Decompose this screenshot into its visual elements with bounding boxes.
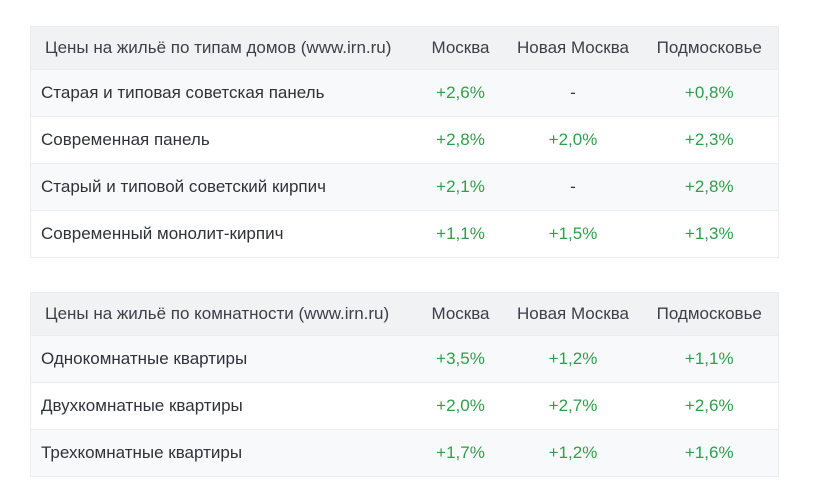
value-cell: +2,8% [415, 116, 506, 164]
price-table-by-house-type: Цены на жильё по типам домов (www.irn.ru… [30, 26, 779, 258]
column-header-new-moscow: Новая Москва [505, 292, 641, 336]
table-row: Современный монолит-кирпич +1,1% +1,5% +… [30, 210, 779, 258]
table-row: Двухкомнатные квартиры +2,0% +2,7% +2,6% [30, 382, 779, 430]
row-label: Трехкомнатные квартиры [30, 429, 416, 477]
value-cell: +1,5% [505, 210, 641, 258]
value-cell: +2,8% [640, 163, 779, 211]
value-cell: +1,7% [415, 429, 506, 477]
column-header-new-moscow: Новая Москва [505, 26, 641, 70]
table-row: Трехкомнатные квартиры +1,7% +1,2% +1,6% [30, 429, 779, 477]
row-label: Старый и типовой советский кирпич [30, 163, 416, 211]
value-cell: +0,8% [640, 69, 779, 117]
value-cell: +1,2% [505, 429, 641, 477]
value-cell: +3,5% [415, 335, 506, 383]
value-cell: +2,6% [415, 69, 506, 117]
table-title: Цены на жильё по комнатности (www.irn.ru… [30, 292, 416, 336]
column-header-moscow: Москва [415, 292, 506, 336]
value-cell: +2,1% [415, 163, 506, 211]
table-row: Старая и типовая советская панель +2,6% … [30, 69, 779, 117]
value-cell: - [505, 163, 641, 211]
column-header-moscow: Москва [415, 26, 506, 70]
value-cell: +1,2% [505, 335, 641, 383]
value-cell: +2,6% [640, 382, 779, 430]
column-header-moscow-region: Подмосковье [640, 26, 779, 70]
table-row: Однокомнатные квартиры +3,5% +1,2% +1,1% [30, 335, 779, 383]
value-cell: +2,0% [505, 116, 641, 164]
column-header-moscow-region: Подмосковье [640, 292, 779, 336]
row-label: Однокомнатные квартиры [30, 335, 416, 383]
row-label: Современный монолит-кирпич [30, 210, 416, 258]
value-cell: +2,3% [640, 116, 779, 164]
value-cell: +1,1% [415, 210, 506, 258]
price-table-by-room-count: Цены на жильё по комнатности (www.irn.ru… [30, 292, 779, 477]
row-label: Старая и типовая советская панель [30, 69, 416, 117]
value-cell: +2,7% [505, 382, 641, 430]
value-cell: +1,3% [640, 210, 779, 258]
value-cell: +2,0% [415, 382, 506, 430]
row-label: Двухкомнатные квартиры [30, 382, 416, 430]
table-header-row: Цены на жильё по типам домов (www.irn.ru… [30, 26, 779, 70]
table-row: Современная панель +2,8% +2,0% +2,3% [30, 116, 779, 164]
value-cell: +1,1% [640, 335, 779, 383]
table-title: Цены на жильё по типам домов (www.irn.ru… [30, 26, 416, 70]
value-cell: +1,6% [640, 429, 779, 477]
row-label: Современная панель [30, 116, 416, 164]
table-header-row: Цены на жильё по комнатности (www.irn.ru… [30, 292, 779, 336]
value-cell: - [505, 69, 641, 117]
table-row: Старый и типовой советский кирпич +2,1% … [30, 163, 779, 211]
